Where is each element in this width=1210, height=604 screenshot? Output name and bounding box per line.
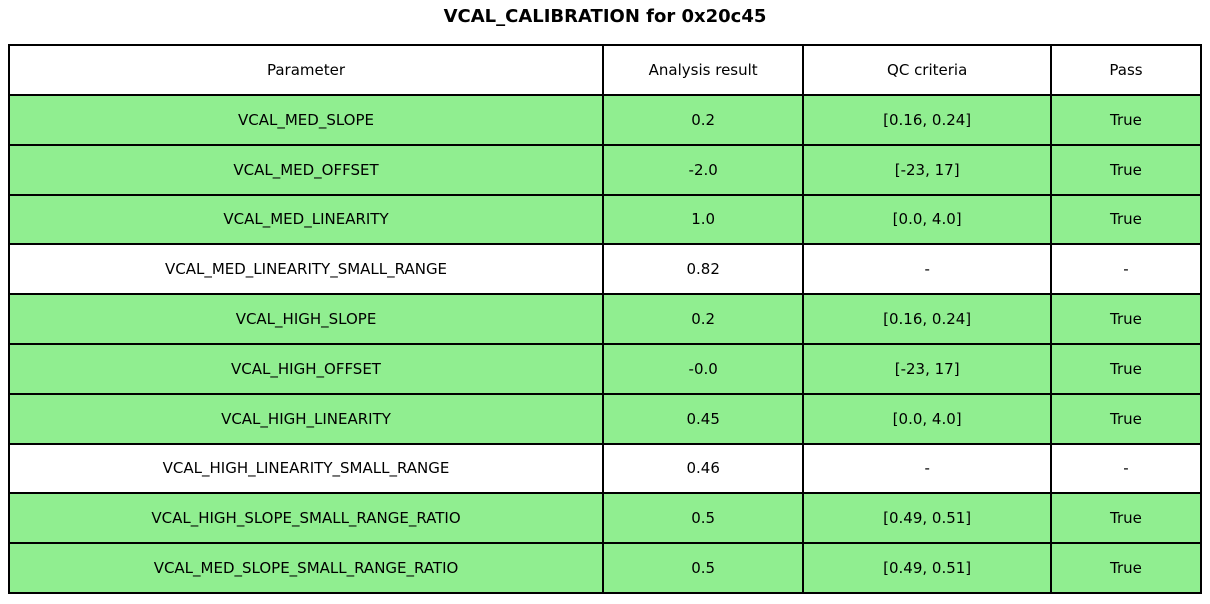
cell-qc-criteria: [-23, 17] [802, 342, 1052, 395]
cell-pass: - [1049, 243, 1203, 296]
table-row: VCAL_MED_OFFSET -2.0 [-23, 17] True [7, 143, 1203, 196]
cell-analysis-result: -0.0 [602, 342, 805, 395]
cell-parameter: VCAL_HIGH_LINEARITY_SMALL_RANGE [7, 442, 605, 495]
cell-parameter: VCAL_MED_OFFSET [7, 143, 605, 196]
column-header-qc-criteria: QC criteria [802, 44, 1052, 96]
cell-qc-criteria: - [802, 243, 1052, 296]
table-row: VCAL_HIGH_OFFSET -0.0 [-23, 17] True [7, 342, 1203, 395]
cell-qc-criteria: [0.16, 0.24] [802, 293, 1052, 345]
cell-pass: True [1049, 193, 1203, 246]
column-header-pass: Pass [1049, 44, 1203, 96]
cell-analysis-result: 0.46 [602, 442, 805, 495]
cell-pass: True [1049, 392, 1203, 445]
cell-qc-criteria: [0.49, 0.51] [802, 542, 1052, 594]
cell-analysis-result: 0.2 [602, 293, 805, 345]
cell-analysis-result: 0.5 [602, 542, 805, 594]
cell-parameter: VCAL_MED_LINEARITY [7, 193, 605, 246]
table-row: VCAL_MED_SLOPE_SMALL_RANGE_RATIO 0.5 [0.49… [7, 542, 1203, 594]
cell-parameter: VCAL_MED_LINEARITY_SMALL_RANGE [7, 243, 605, 296]
column-header-analysis-result: Analysis result [602, 44, 805, 96]
cell-pass: True [1049, 342, 1203, 395]
cell-parameter: VCAL_MED_SLOPE [7, 94, 605, 146]
table-row: VCAL_MED_LINEARITY_SMALL_RANGE 0.82- - [7, 243, 1203, 296]
cell-analysis-result: 1.0 [602, 193, 805, 246]
cell-pass: True [1049, 492, 1203, 545]
column-header-parameter: Parameter [7, 44, 605, 96]
cell-parameter: VCAL_HIGH_OFFSET [7, 342, 605, 395]
cell-qc-criteria: [0.0, 4.0] [802, 392, 1052, 445]
cell-analysis-result: 0.82 [602, 243, 805, 296]
table-row: VCAL_HIGH_SLOPE_SMALL_RANGE_RATIO 0.5 [0.4… [7, 492, 1203, 545]
cell-parameter: VCAL_HIGH_SLOPE_SMALL_RANGE_RATIO [7, 492, 605, 545]
cell-pass: True [1049, 542, 1203, 594]
header-row: Parameter Analysis result QC criteria Pa… [7, 44, 1203, 96]
table-body: VCAL_MED_SLOPE 0.2 [0.16, 0.24] True VCAL_ME… [7, 94, 1203, 594]
cell-pass: True [1049, 293, 1203, 345]
cell-pass: True [1049, 94, 1203, 146]
cell-parameter: VCAL_HIGH_SLOPE [7, 293, 605, 345]
table-row: VCAL_HIGH_LINEARITY 0.45 [0.0, 4.0] True [7, 392, 1203, 445]
table-row: VCAL_MED_SLOPE 0.2 [0.16, 0.24] True [7, 94, 1203, 146]
cell-qc-criteria: [0.0, 4.0] [802, 193, 1052, 246]
cell-analysis-result: -2.0 [602, 143, 805, 196]
cell-pass: True [1049, 143, 1203, 196]
table-row: VCAL_HIGH_LINEARITY_SMALL_RANGE 0.46- - [7, 442, 1203, 495]
cell-qc-criteria: - [802, 442, 1052, 495]
page-title: VCAL_CALIBRATION for 0x20c45 [443, 6, 767, 27]
cell-qc-criteria: [0.49, 0.51] [802, 492, 1052, 545]
table-row: VCAL_MED_LINEARITY 1.0 [0.0, 4.0] True [7, 193, 1203, 246]
cell-parameter: VCAL_MED_SLOPE_SMALL_RANGE_RATIO [7, 542, 605, 594]
cell-qc-criteria: [-23, 17] [802, 143, 1052, 196]
table-row: VCAL_HIGH_SLOPE 0.2 [0.16, 0.24] True [7, 293, 1203, 345]
cell-parameter: VCAL_HIGH_LINEARITY [7, 392, 605, 445]
cell-qc-criteria: [0.16, 0.24] [802, 94, 1052, 146]
table-header: Parameter Analysis result QC criteria Pa… [7, 44, 1203, 96]
cell-analysis-result: 0.2 [602, 94, 805, 146]
cell-analysis-result: 0.45 [602, 392, 805, 445]
cell-pass: - [1049, 442, 1203, 495]
qc-table: Parameter Analysis result QC criteria Pa… [7, 44, 1203, 594]
cell-analysis-result: 0.5 [602, 492, 805, 545]
